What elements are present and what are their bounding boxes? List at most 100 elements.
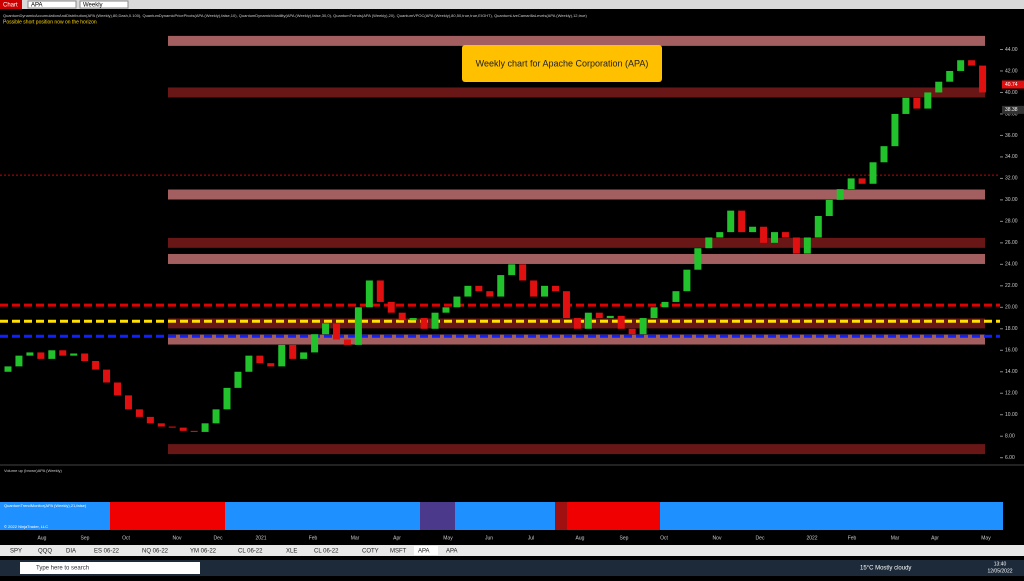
candle bbox=[234, 371, 242, 388]
symbol-tab[interactable]: CL 06-22 bbox=[314, 549, 339, 555]
candle bbox=[179, 427, 187, 431]
y-tick-label: 22.00 bbox=[1005, 283, 1018, 289]
candle bbox=[59, 350, 67, 356]
interval: Weekly bbox=[83, 3, 103, 9]
trend-segment bbox=[555, 502, 567, 530]
title-box bbox=[462, 45, 662, 82]
candle bbox=[902, 97, 910, 114]
candle bbox=[979, 65, 987, 93]
tab-bar bbox=[0, 545, 1024, 556]
interval-box[interactable] bbox=[79, 0, 129, 9]
trend-segment bbox=[110, 502, 225, 530]
symbol-tab[interactable]: YM 06-22 bbox=[190, 549, 217, 555]
candle bbox=[114, 382, 121, 396]
symbol-tab[interactable]: XLE bbox=[286, 549, 297, 555]
price-marker-label: 38.38 bbox=[1005, 107, 1018, 113]
sr-zone bbox=[168, 189, 985, 200]
x-tick-label: Mar bbox=[351, 535, 360, 541]
y-tick-label: 12.00 bbox=[1005, 391, 1018, 397]
price-marker bbox=[1002, 80, 1024, 89]
trend-segment bbox=[420, 502, 455, 530]
y-tick-label: 14.00 bbox=[1005, 369, 1018, 375]
x-tick-label: Sep bbox=[620, 535, 629, 541]
candle bbox=[135, 409, 143, 417]
symbol-tab[interactable]: DIA bbox=[66, 549, 76, 555]
candle bbox=[595, 312, 603, 319]
x-tick-label: Mar bbox=[891, 535, 900, 541]
candle bbox=[803, 237, 811, 254]
sr-zone bbox=[168, 237, 985, 248]
y-tick-label: 44.00 bbox=[1005, 47, 1018, 53]
symbol-tab[interactable]: COTY bbox=[362, 549, 379, 555]
candle bbox=[289, 344, 297, 359]
y-tick-label: 30.00 bbox=[1005, 197, 1018, 203]
candle bbox=[278, 344, 286, 367]
candle bbox=[409, 318, 417, 321]
weather: 15°C Mostly cloudy bbox=[860, 566, 911, 572]
x-tick-label: Apr bbox=[931, 535, 939, 541]
candle bbox=[398, 312, 406, 321]
symbol-tab[interactable]: NQ 06-22 bbox=[142, 549, 169, 555]
candle bbox=[541, 285, 549, 297]
candle bbox=[146, 416, 154, 424]
symbol-tab[interactable]: MSFT bbox=[390, 549, 407, 555]
y-tick-label: 38.00 bbox=[1005, 111, 1018, 117]
candle bbox=[70, 353, 78, 356]
candle bbox=[716, 232, 724, 238]
candle bbox=[606, 315, 614, 319]
symbol-box[interactable] bbox=[27, 0, 77, 9]
x-tick-label: Feb bbox=[309, 535, 318, 541]
candle bbox=[354, 307, 362, 345]
y-tick-label: 42.00 bbox=[1005, 68, 1018, 74]
candle bbox=[4, 366, 12, 372]
candle bbox=[552, 285, 559, 292]
symbol-tab[interactable]: SPY bbox=[10, 549, 22, 555]
candle bbox=[880, 146, 888, 163]
candle bbox=[760, 226, 768, 243]
candle bbox=[825, 199, 833, 216]
candle bbox=[256, 355, 264, 364]
x-tick-label: Oct bbox=[660, 535, 668, 541]
candle bbox=[957, 60, 965, 71]
search-box[interactable] bbox=[20, 562, 200, 574]
y-tick-label: 18.00 bbox=[1005, 326, 1018, 332]
candle bbox=[201, 423, 209, 432]
active-tab bbox=[414, 546, 438, 555]
candle bbox=[103, 369, 111, 383]
candle bbox=[858, 178, 866, 184]
candle bbox=[913, 97, 921, 109]
y-tick-label: 28.00 bbox=[1005, 219, 1018, 225]
candle bbox=[530, 280, 538, 297]
candle bbox=[48, 350, 56, 359]
symbol-tab[interactable]: APA bbox=[418, 549, 430, 555]
x-tick-label: Aug bbox=[576, 535, 585, 541]
copyright: © 2022 NinjaTrader, LLC bbox=[4, 524, 48, 529]
candle bbox=[420, 318, 428, 329]
x-tick-label: Jul bbox=[528, 535, 534, 541]
candle bbox=[683, 269, 691, 292]
candle bbox=[124, 395, 132, 410]
candle bbox=[311, 334, 319, 353]
candle bbox=[343, 339, 351, 345]
candle bbox=[519, 264, 527, 281]
candle bbox=[639, 318, 647, 335]
y-tick-label: 40.00 bbox=[1005, 90, 1018, 96]
symbol-tab[interactable]: ES 06-22 bbox=[94, 549, 120, 555]
chart-tab[interactable] bbox=[0, 0, 22, 9]
trend-segment bbox=[225, 502, 420, 530]
symbol-tab[interactable]: CL 06-22 bbox=[238, 549, 263, 555]
chart-tab-label: Chart bbox=[3, 3, 18, 9]
x-tick-label: Apr bbox=[393, 535, 401, 541]
symbol-tab[interactable]: QQQ bbox=[38, 549, 52, 555]
y-tick-label: 26.00 bbox=[1005, 240, 1018, 246]
symbol-tab[interactable]: APA bbox=[446, 549, 458, 555]
candle bbox=[617, 315, 625, 329]
candle bbox=[365, 280, 373, 308]
candle bbox=[333, 323, 340, 340]
trend-segment bbox=[0, 502, 110, 530]
candle bbox=[738, 210, 746, 233]
trend-panel bbox=[0, 502, 1003, 530]
candle bbox=[212, 409, 220, 424]
